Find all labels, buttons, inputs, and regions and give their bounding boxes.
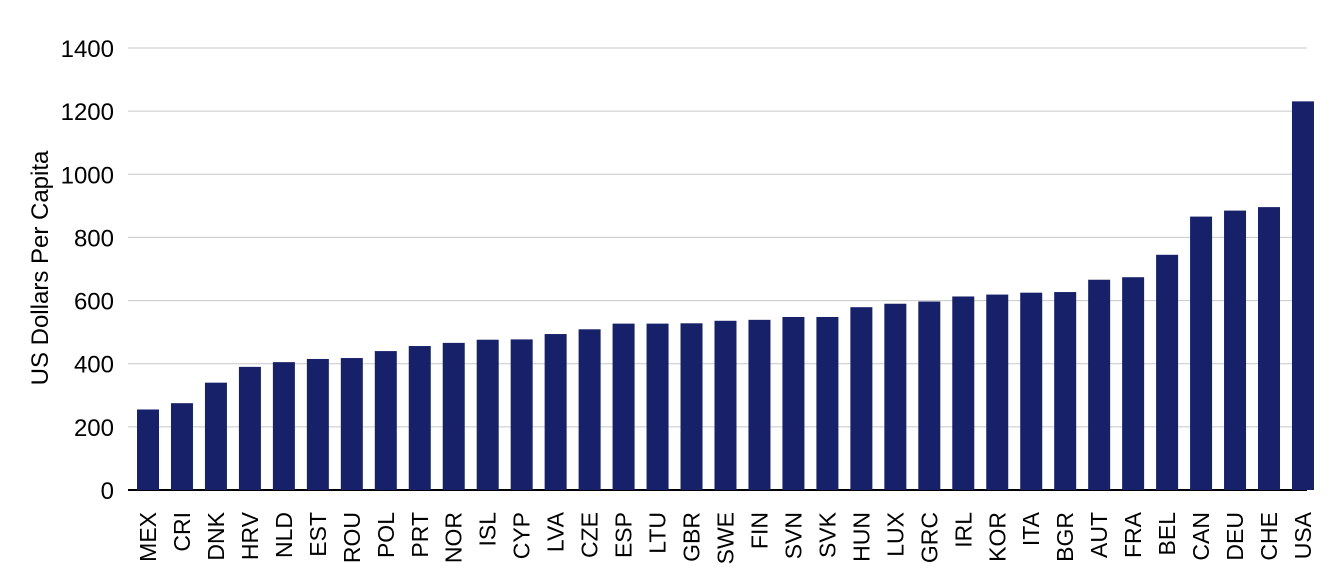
x-category-label: PRT xyxy=(407,512,433,558)
bar-aut xyxy=(1088,279,1111,490)
x-category-label: FIN xyxy=(746,512,772,549)
x-category-label: GRC xyxy=(916,512,942,563)
x-category-label: CAN xyxy=(1188,512,1214,561)
x-category-label: POL xyxy=(373,512,399,558)
x-category-label: USA xyxy=(1290,511,1316,559)
bars xyxy=(137,101,1314,491)
x-category-label: NOR xyxy=(441,512,467,563)
x-axis-categories: MEX CRI DNK HRV NLD EST ROU POL PRT NOR ISL CYP LVA C… xyxy=(135,511,1316,564)
x-category-label: MEX xyxy=(135,512,161,562)
x-category-label: DNK xyxy=(203,511,229,560)
bar-esp xyxy=(612,323,635,490)
x-category-label: BGR xyxy=(1052,512,1078,562)
x-category-label: GBR xyxy=(679,512,705,562)
x-category-label: HUN xyxy=(848,512,874,562)
bar-nld xyxy=(272,362,295,490)
y-tick-label: 600 xyxy=(74,289,114,316)
bar-can xyxy=(1190,216,1213,490)
x-category-label: HRV xyxy=(237,511,263,560)
x-category-label: SVN xyxy=(780,512,806,559)
x-category-label: CRI xyxy=(169,512,195,552)
y-axis-ticks: 0 200 400 600 800 1000 1200 1400 xyxy=(61,36,114,505)
bar-ita xyxy=(1020,292,1043,490)
bar-prt xyxy=(408,346,431,490)
bar-swe xyxy=(714,320,737,490)
y-tick-label: 800 xyxy=(74,225,114,252)
bar-svk xyxy=(816,316,839,490)
bar-pol xyxy=(374,351,397,490)
x-category-label: SWE xyxy=(712,512,738,564)
x-category-label: BEL xyxy=(1154,512,1180,556)
bar-mex xyxy=(137,409,159,490)
bar-bgr xyxy=(1054,292,1077,490)
bar-ltu xyxy=(646,323,669,490)
y-tick-label: 1000 xyxy=(61,162,114,189)
bar-usa xyxy=(1291,101,1314,491)
x-category-label: KOR xyxy=(984,512,1010,562)
bar-hun xyxy=(850,307,873,490)
bar-lux xyxy=(884,303,907,490)
y-tick-label: 0 xyxy=(101,478,114,505)
bar-svn xyxy=(782,316,805,490)
bar-est xyxy=(306,358,329,490)
x-category-label: CYP xyxy=(509,512,535,559)
x-category-label: CZE xyxy=(577,512,603,558)
x-category-label: DEU xyxy=(1222,512,1248,561)
bar-gbr xyxy=(680,323,703,490)
x-category-label: LUX xyxy=(882,512,908,557)
x-category-label: EST xyxy=(305,512,331,557)
y-tick-label: 1200 xyxy=(61,99,114,126)
y-axis-title: US Dollars Per Capita xyxy=(27,150,54,385)
x-category-label: FRA xyxy=(1120,511,1146,558)
bar-grc xyxy=(918,301,941,490)
x-category-label: SVK xyxy=(814,511,840,558)
x-category-label: NLD xyxy=(271,512,297,558)
bar-isl xyxy=(476,339,499,490)
bar-rou xyxy=(340,358,363,490)
y-tick-label: 200 xyxy=(74,415,114,442)
bar-bel xyxy=(1156,254,1179,490)
bar-dnk xyxy=(204,382,227,490)
bar-fin xyxy=(748,319,771,490)
y-tick-label: 400 xyxy=(74,352,114,379)
bar-deu xyxy=(1224,210,1247,490)
bar-nor xyxy=(442,342,465,490)
x-category-label: ESP xyxy=(611,512,637,558)
bar-cze xyxy=(578,329,601,490)
bar-irl xyxy=(952,296,975,490)
y-tick-label: 1400 xyxy=(61,36,114,63)
x-category-label: ROU xyxy=(339,512,365,563)
bar-fra xyxy=(1122,277,1145,490)
x-category-label: CHE xyxy=(1256,512,1282,561)
x-category-label: AUT xyxy=(1086,512,1112,558)
bar-cyp xyxy=(510,339,533,490)
x-category-label: IRL xyxy=(950,512,976,548)
bar-cri xyxy=(170,403,193,490)
x-category-label: LVA xyxy=(543,511,569,552)
bar-lva xyxy=(544,334,567,490)
bar-che xyxy=(1258,207,1281,490)
x-category-label: ITA xyxy=(1018,511,1044,546)
bar-hrv xyxy=(238,366,261,490)
bar-kor xyxy=(986,294,1009,490)
x-category-label: ISL xyxy=(475,512,501,547)
x-category-label: LTU xyxy=(645,512,671,554)
